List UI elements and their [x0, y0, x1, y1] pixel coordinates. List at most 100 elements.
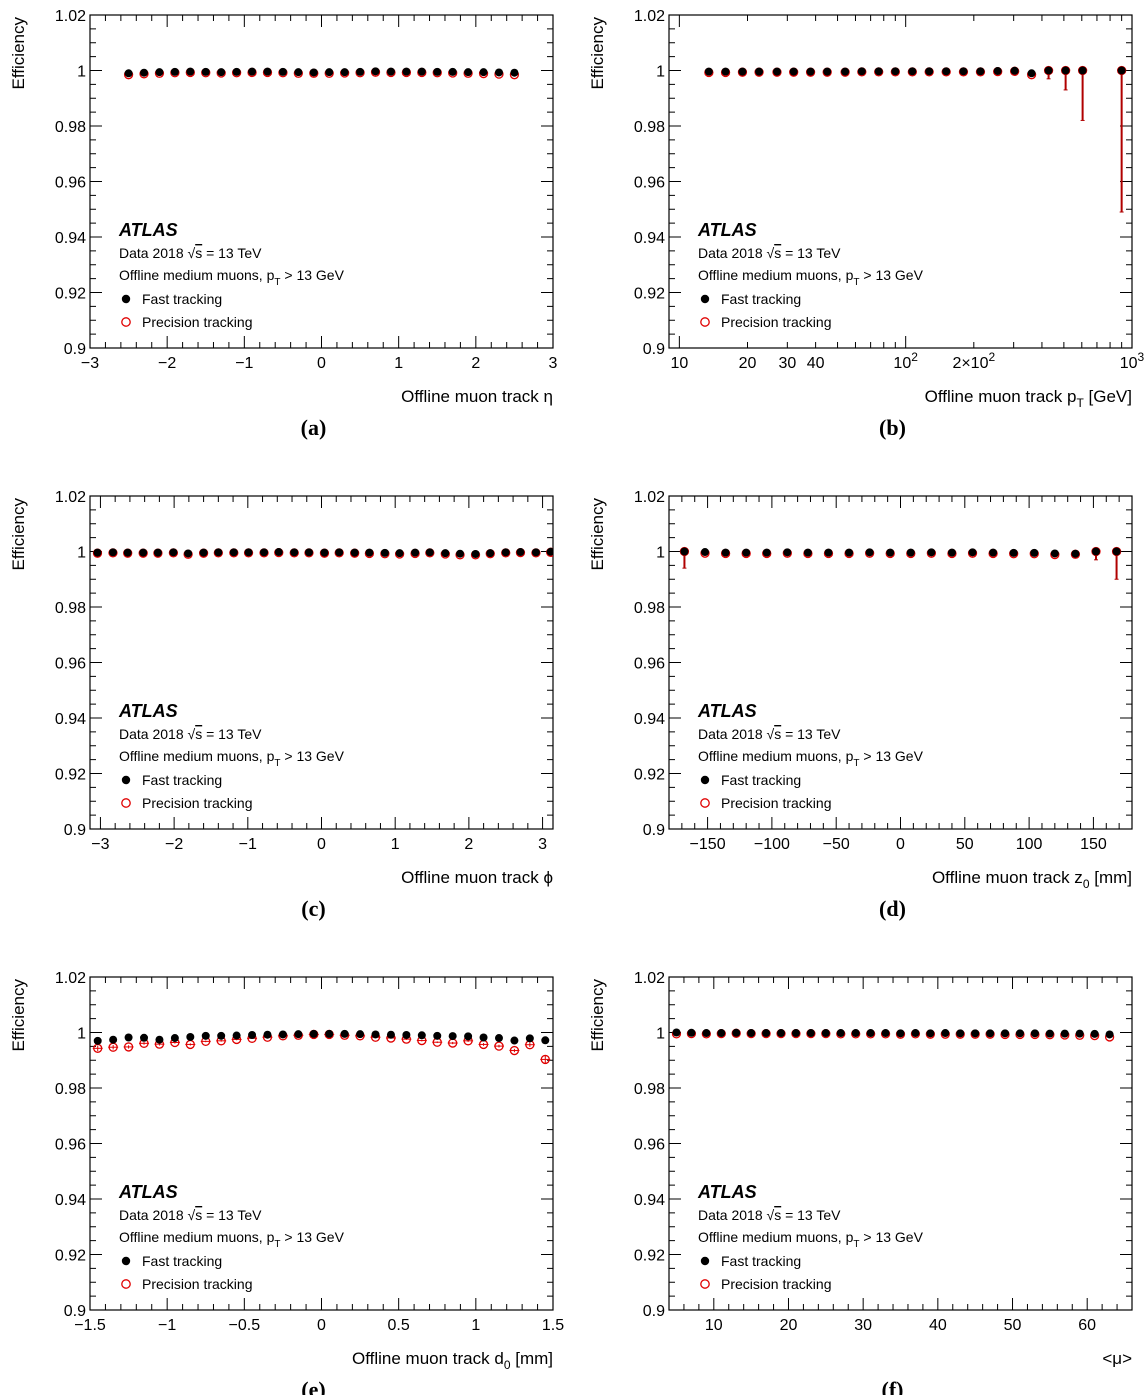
fast-point — [1078, 66, 1087, 75]
fast-point — [309, 68, 318, 77]
fast-point — [1015, 1029, 1024, 1038]
legend-marker-fast — [700, 1256, 710, 1266]
fast-point — [531, 548, 540, 557]
legend-label-precision: Precision tracking — [142, 795, 253, 811]
x-tick-label: 60 — [1078, 1317, 1096, 1334]
y-tick-label: 0.9 — [643, 822, 665, 839]
y-tick-label: 0.94 — [634, 230, 665, 247]
data-line: Data 2018 √s = 13 TeV — [119, 726, 262, 742]
y-tick-label: 0.96 — [55, 1137, 86, 1154]
fast-point — [108, 548, 117, 557]
precision-point — [494, 1041, 504, 1051]
y-tick-label: 0.94 — [55, 1192, 86, 1209]
y-tick-label: 1.02 — [634, 970, 665, 987]
fast-point — [479, 68, 488, 77]
legend-marker-precision — [121, 317, 131, 327]
legend-label-fast: Fast tracking — [142, 291, 222, 307]
fast-point — [140, 1033, 149, 1042]
fast-point — [1050, 549, 1059, 558]
fast-point — [865, 548, 874, 557]
x-tick-label: 103 — [1120, 350, 1145, 372]
x-tick-label: 20 — [739, 355, 757, 372]
fast-point — [789, 67, 798, 76]
x-tick-label: −50 — [823, 836, 850, 853]
x-tick-label: 50 — [1004, 1317, 1022, 1334]
fast-point — [494, 1034, 503, 1043]
fast-point — [350, 548, 359, 557]
fast-point — [201, 1031, 210, 1040]
fast-point — [260, 548, 269, 557]
x-tick-label: −1 — [239, 836, 257, 853]
fast-point — [1060, 1029, 1069, 1038]
fast-point — [139, 548, 148, 557]
data-markers — [92, 547, 553, 560]
y-tick-label: 0.98 — [634, 1081, 665, 1098]
x-axis-title: Offline muon track ϕ — [401, 868, 553, 887]
fast-point — [874, 67, 883, 76]
fast-point — [806, 1029, 815, 1038]
fast-point — [501, 548, 510, 557]
y-tick-label: 0.9 — [64, 822, 86, 839]
x-tick-label: 20 — [780, 1317, 798, 1334]
fast-point — [201, 67, 210, 76]
fast-point — [155, 68, 164, 77]
fast-point — [380, 548, 389, 557]
y-axis: 0.9 0.92 0.94 0.96 0.98 1 1.02 Efficiency — [9, 489, 553, 839]
precision-point — [540, 1054, 550, 1065]
fast-point — [109, 1035, 118, 1044]
x-tick-label: 40 — [807, 355, 825, 372]
fast-point — [986, 1029, 995, 1038]
fast-point — [294, 68, 303, 77]
y-tick-label: 0.98 — [55, 1081, 86, 1098]
y-tick-label: 0.9 — [64, 341, 86, 358]
legend-label-fast: Fast tracking — [721, 1253, 801, 1269]
x-axis: −3 −2 −1 0 1 2 3 Offline muon track η — [81, 15, 558, 406]
atlas-title: ATLAS — [118, 220, 178, 240]
y-tick-label: 0.98 — [55, 600, 86, 617]
panel-f: 0.9 0.92 0.94 0.96 0.98 1 1.02 Efficiency 10 20 30… — [588, 970, 1133, 1395]
fast-point — [717, 1029, 726, 1038]
y-axis-title: Efficiency — [9, 498, 28, 571]
y-tick-label: 0.9 — [643, 341, 665, 358]
x-tick-label: 0.5 — [388, 1317, 410, 1334]
fast-point — [494, 68, 503, 77]
legend-label-fast: Fast tracking — [142, 1253, 222, 1269]
fast-point — [124, 69, 133, 78]
fast-point — [278, 67, 287, 76]
x-tick-label: −2 — [165, 836, 183, 853]
x-axis: −1.5 −1 −0.5 0 0.5 1 1.5 Offline muon track d0 … — [74, 977, 564, 1372]
fast-point — [824, 548, 833, 557]
y-tick-label: 0.96 — [634, 175, 665, 192]
fast-point — [1030, 1029, 1039, 1038]
legend-label-precision: Precision tracking — [721, 1276, 832, 1292]
fast-point — [968, 548, 977, 557]
y-tick-label: 1.02 — [634, 489, 665, 506]
x-tick-label: 0 — [317, 355, 326, 372]
y-tick-label: 0.96 — [634, 1137, 665, 1154]
atlas-title: ATLAS — [118, 701, 178, 721]
y-tick-label: 0.98 — [634, 119, 665, 136]
x-tick-label: 1 — [471, 1317, 480, 1334]
fast-point — [836, 1029, 845, 1038]
selection-line: Offline medium muons, pT > 13 GeV — [698, 748, 924, 769]
fast-point — [1061, 66, 1070, 75]
y-tick-label: 1.02 — [634, 8, 665, 25]
atlas-title: ATLAS — [697, 220, 757, 240]
fast-point — [471, 549, 480, 558]
y-tick-label: 0.94 — [634, 1192, 665, 1209]
x-tick-label: −1 — [158, 1317, 176, 1334]
fast-point — [325, 1029, 334, 1038]
data-markers — [671, 1028, 1115, 1042]
x-tick-label: 102 — [893, 350, 918, 372]
fast-point — [927, 548, 936, 557]
x-tick-label: 1 — [394, 355, 403, 372]
fast-point — [841, 67, 850, 76]
fast-point — [742, 548, 751, 557]
legend-marker-precision — [121, 1279, 131, 1289]
x-tick-label: −0.5 — [229, 1317, 261, 1334]
fast-point — [546, 547, 553, 556]
fast-point — [911, 1029, 920, 1038]
fast-point — [320, 548, 329, 557]
legend-label-fast: Fast tracking — [721, 772, 801, 788]
